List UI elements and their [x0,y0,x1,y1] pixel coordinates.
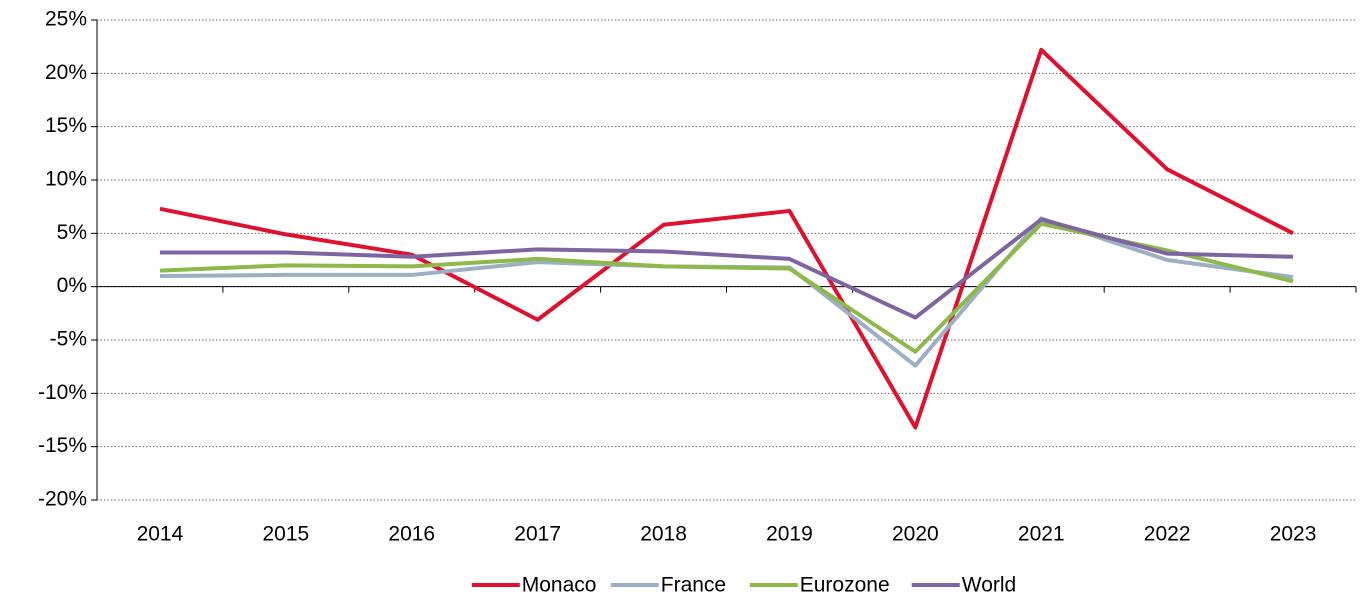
x-tick-label: 2015 [262,523,309,546]
x-tick-label: 2018 [640,523,687,546]
y-tick-label: -15% [38,434,87,457]
x-tick-label: 2014 [137,523,184,546]
legend-label: Eurozone [800,574,890,597]
x-tick-label: 2021 [1018,523,1065,546]
y-tick-label: -10% [38,381,87,404]
y-tick-label: 15% [45,114,87,137]
x-tick-label: 2023 [1270,523,1317,546]
y-tick-label: 10% [45,168,87,191]
y-tick-label: 25% [45,8,87,31]
legend-label: World [962,574,1016,597]
x-tick-label: 2019 [766,523,813,546]
y-tick-label: 20% [45,61,87,84]
y-tick-label: 0% [57,274,87,297]
y-tick-label: 5% [57,221,87,244]
legend-label: Monaco [522,574,597,597]
series-line [159,217,1294,320]
x-tick-label: 2022 [1144,523,1191,546]
x-tick-label: 2020 [892,523,939,546]
y-tick-label: -20% [38,488,87,511]
legend-label: France [661,574,726,597]
series-line [159,47,1294,430]
x-tick-label: 2017 [514,523,561,546]
x-tick-label: 2016 [388,523,435,546]
y-tick-label: -5% [50,328,87,351]
